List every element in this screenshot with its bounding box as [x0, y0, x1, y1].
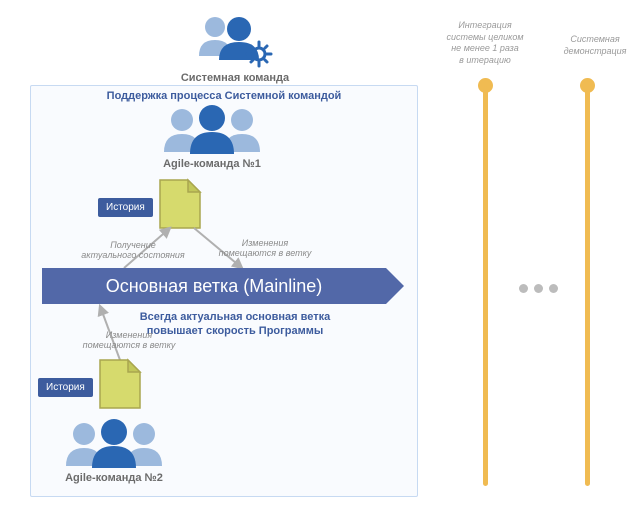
col1-bar	[483, 86, 488, 486]
col2-title: Системная демонстрация	[550, 34, 636, 57]
gear-icon	[247, 42, 271, 66]
team1-label: Agile-команда №1	[150, 158, 274, 170]
mainline-arrow: Основная ветка (Mainline)	[42, 268, 386, 304]
story2-badge: История	[38, 378, 93, 397]
annot-pull: Получение актуального состояния	[78, 240, 188, 260]
system-team-icon	[195, 12, 275, 73]
col1-title: Интеграция системы целиком не менее 1 ра…	[430, 20, 540, 67]
team2-label: Agile-команда №2	[52, 472, 176, 484]
mainline-label: Основная ветка (Mainline)	[106, 276, 323, 297]
system-team-label: Системная команда	[175, 72, 295, 84]
ellipsis-dots	[516, 280, 561, 298]
team2-icon	[60, 416, 168, 475]
process-box-title: Поддержка процесса Системной командой	[30, 90, 418, 102]
col2-bar	[585, 86, 590, 486]
annot-push2: Изменения помещаются в ветку	[74, 330, 184, 350]
story2-doc-icon	[96, 356, 144, 417]
annot-push1: Изменения помещаются в ветку	[210, 238, 320, 258]
team1-icon	[158, 102, 266, 161]
